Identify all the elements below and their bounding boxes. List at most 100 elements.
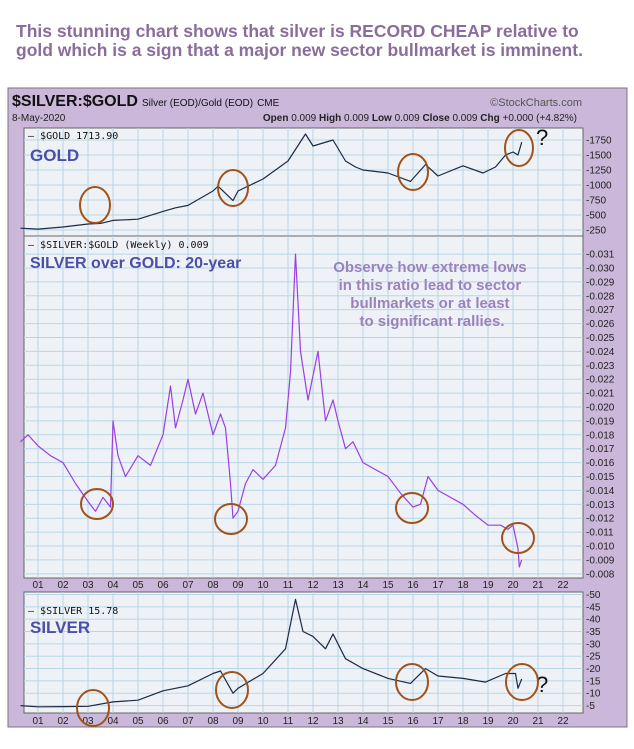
- x-tick-label: 12: [307, 580, 319, 591]
- silver-question: ?: [536, 672, 548, 697]
- ratio-y-tick-label: -0.021: [586, 389, 615, 400]
- x-tick-label: 05: [132, 580, 144, 591]
- silver-y-tick-label: -15: [586, 676, 601, 687]
- circle-marker: [501, 522, 535, 554]
- ratio-y-tick-label: -0.024: [586, 347, 615, 358]
- x-tick-label: 09: [232, 580, 244, 591]
- silver-y-tick-label: -20: [586, 664, 601, 675]
- headline-line-2: gold which is a sign that a major new se…: [16, 40, 583, 60]
- x-tick-label: 08: [207, 716, 219, 727]
- x-tick-label: 03: [82, 716, 94, 727]
- x-tick-label: 01: [32, 580, 44, 591]
- x-tick-label: 16: [407, 580, 419, 591]
- x-tick-label: 07: [182, 580, 194, 591]
- ratio-label: SILVER over GOLD: 20-year: [30, 255, 241, 272]
- x-tick-label: 13: [332, 580, 344, 591]
- x-tick-label: 18: [457, 716, 469, 727]
- x-tick-label: 08: [207, 580, 219, 591]
- gold-y-tick-label: -250: [586, 226, 606, 237]
- circle-marker: [217, 169, 249, 207]
- ratio-y-tick-label: -0.023: [586, 361, 615, 372]
- x-tick-label: 13: [332, 716, 344, 727]
- ratio-legend: — $SILVER:$GOLD (Weekly) 0.009: [28, 240, 209, 251]
- gold-series-line: [20, 133, 523, 230]
- circle-marker: [395, 492, 429, 524]
- x-tick-label: 19: [482, 580, 494, 591]
- ratio-y-tick-label: -0.010: [586, 542, 615, 553]
- ratio-y-tick-label: -0.008: [586, 569, 615, 580]
- ratio-y-tick-label: -0.028: [586, 291, 615, 302]
- ratio-y-tick-label: -0.018: [586, 430, 615, 441]
- x-tick-label: 06: [157, 580, 169, 591]
- ratio-y-tick-label: -0.015: [586, 472, 615, 483]
- silver-y-tick-label: -10: [586, 689, 601, 700]
- ratio-y-tick-label: -0.019: [586, 416, 615, 427]
- chart-symbol: $SILVER:$GOLD Silver (EOD)/Gold (EOD) CME: [12, 93, 280, 110]
- x-tick-label: 09: [232, 716, 244, 727]
- x-tick-label: 02: [57, 716, 69, 727]
- ratio-y-tick-label: -0.016: [586, 458, 615, 469]
- ohlc-readout: Open 0.009 High 0.009 Low 0.009 Close 0.…: [263, 113, 577, 124]
- x-tick-label: 17: [432, 580, 444, 591]
- x-tick-label: 20: [507, 580, 519, 591]
- x-tick-label: 18: [457, 580, 469, 591]
- gold-y-tick-label: -1750: [586, 136, 612, 147]
- ratio-y-tick-label: -0.027: [586, 305, 615, 316]
- x-tick-label: 14: [357, 716, 369, 727]
- x-tick-label: 02: [57, 580, 69, 591]
- silver-y-tick-label: -25: [586, 652, 601, 663]
- x-tick-label: 15: [382, 580, 394, 591]
- ratio-y-tick-label: -0.020: [586, 403, 615, 414]
- circle-marker: [80, 488, 114, 520]
- ratio-y-tick-label: -0.014: [586, 486, 615, 497]
- silver-label: SILVER: [30, 618, 90, 637]
- ratio-y-tick-label: -0.029: [586, 277, 615, 288]
- x-tick-label: 01: [32, 716, 44, 727]
- gold-question: ?: [536, 125, 548, 150]
- silver-y-tick-label: -50: [586, 590, 601, 601]
- ratio-y-tick-label: -0.031: [586, 250, 615, 261]
- circle-marker: [395, 663, 429, 701]
- gold-y-tick-label: -750: [586, 196, 606, 207]
- x-tick-label: 21: [532, 580, 544, 591]
- x-tick-label: 07: [182, 716, 194, 727]
- x-tick-label: 17: [432, 716, 444, 727]
- ratio-y-tick-label: -0.022: [586, 375, 615, 386]
- ratio-y-tick-label: -0.026: [586, 319, 615, 330]
- source-credit: ©StockCharts.com: [490, 97, 582, 109]
- gold-y-tick-label: -1500: [586, 151, 612, 162]
- x-tick-label: 20: [507, 716, 519, 727]
- gold-plot-area: [23, 127, 584, 237]
- x-tick-label: 21: [532, 716, 544, 727]
- silver-y-tick-label: -45: [586, 602, 601, 613]
- x-tick-label: 19: [482, 716, 494, 727]
- circle-marker: [214, 503, 248, 535]
- ratio-y-tick-label: -0.013: [586, 500, 615, 511]
- x-tick-label: 11: [283, 716, 294, 727]
- silver-series-line: [20, 598, 523, 708]
- gold-legend: — $GOLD 1713.90: [28, 131, 118, 142]
- x-tick-label: 22: [557, 716, 569, 727]
- ratio-y-tick-label: -0.025: [586, 333, 615, 344]
- ratio-annotation: Observe how extreme lows in this ratio l…: [333, 259, 531, 330]
- x-tick-label: 05: [132, 716, 144, 727]
- silver-y-tick-label: -35: [586, 627, 601, 638]
- headline: This stunning chart shows that silver is…: [16, 22, 626, 60]
- x-tick-label: 10: [257, 580, 269, 591]
- x-tick-label: 03: [82, 580, 94, 591]
- chart-date: 8-May-2020: [12, 113, 66, 124]
- silver-y-tick-label: -5: [586, 701, 595, 712]
- gold-y-tick-label: -1250: [586, 166, 612, 177]
- x-tick-label: 11: [283, 580, 294, 591]
- circle-marker: [504, 129, 534, 167]
- ratio-y-tick-label: -0.009: [586, 555, 615, 566]
- x-tick-label: 15: [382, 716, 394, 727]
- gold-y-tick-label: -500: [586, 211, 606, 222]
- x-tick-label: 06: [157, 716, 169, 727]
- x-tick-label: 04: [107, 580, 119, 591]
- ratio-y-tick-label: -0.017: [586, 444, 615, 455]
- ratio-y-tick-label: -0.030: [586, 263, 615, 274]
- x-tick-label: 10: [257, 716, 269, 727]
- ratio-y-tick-label: -0.011: [586, 528, 614, 539]
